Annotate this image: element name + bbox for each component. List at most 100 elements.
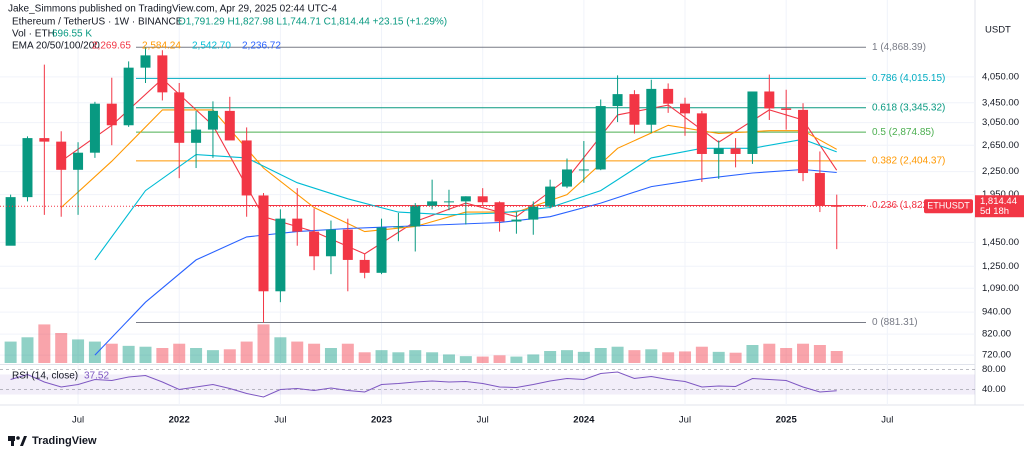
volume-bar — [763, 343, 776, 363]
plot: 1 (4,868.39) 0.786 (4,015.15) 0.618 (3,345… — [0, 0, 975, 405]
volume-bar — [780, 348, 793, 363]
x-tick-label: Jul — [477, 415, 489, 426]
candle-body — [393, 226, 404, 228]
volume-bar — [679, 351, 692, 363]
y-tick-label: 1,250.00 — [982, 261, 1019, 272]
candle-body — [747, 91, 758, 154]
volume-bar — [139, 346, 152, 363]
volume-bar — [712, 351, 725, 363]
volume-bar — [274, 337, 287, 363]
candle-body — [5, 197, 16, 246]
candle-body — [207, 110, 218, 130]
symbol: Ethereum / TetherUS · 1W · BINANCE — [12, 17, 183, 28]
fib-label: 0.786 (4,015.15) — [872, 73, 945, 84]
candle-body — [410, 205, 421, 227]
y-tick-label: 1,090.00 — [982, 283, 1019, 294]
volume-bar — [746, 345, 759, 363]
volume-bar — [223, 349, 236, 363]
candle-body — [39, 138, 50, 142]
x-tick-label: 2024 — [573, 415, 595, 426]
x-tick-label: Jul — [679, 415, 691, 426]
y-tick-label: 1,450.00 — [982, 237, 1019, 248]
volume-bar — [173, 343, 186, 363]
candle-body — [528, 206, 539, 220]
volume-bar — [459, 356, 472, 363]
volume-bar — [611, 346, 624, 363]
publisher: Jake_Simmons published on TradingView.co… — [8, 4, 337, 15]
candle-body — [309, 231, 320, 257]
candle-body — [140, 55, 151, 68]
x-tick-label: 2023 — [371, 415, 392, 426]
volume-bar — [830, 351, 843, 363]
volume-bar — [72, 339, 85, 363]
y-tick-label: 2,250.00 — [982, 166, 1019, 177]
volume-bar — [544, 351, 557, 363]
volume-bar — [577, 351, 590, 363]
volume-bar — [409, 350, 422, 363]
candle-body — [561, 169, 572, 187]
candle-body — [56, 141, 67, 170]
candle-body — [89, 103, 100, 153]
y-tick-label: 3,450.00 — [982, 97, 1019, 108]
ema-line — [94, 138, 837, 261]
y-tick-label: 2,650.00 — [982, 140, 1019, 151]
candle-body — [342, 229, 353, 260]
price-tag — [975, 195, 1024, 218]
volume-bar — [527, 354, 540, 363]
y-tick-label: 820.00 — [982, 329, 1011, 340]
candle-body — [460, 196, 471, 202]
ema-value: 2,269.65 — [92, 41, 131, 52]
volume-bar — [392, 352, 405, 363]
candle-body — [494, 202, 505, 222]
brand-logo — [8, 436, 27, 446]
volume-bar — [560, 350, 573, 363]
candle-body — [713, 148, 724, 154]
x-tick-label: Jul — [274, 415, 286, 426]
volume-bar — [645, 349, 658, 363]
candle-body — [191, 129, 202, 143]
candle-body — [157, 55, 168, 93]
candle-body — [814, 173, 825, 206]
volume-value: 696.55 K — [52, 29, 92, 40]
candle-body — [578, 169, 589, 171]
fib-label: 0.618 (3,345.32) — [872, 102, 945, 113]
volume-bar — [308, 343, 321, 363]
candle-body — [359, 259, 370, 273]
x-tick-label: 2022 — [169, 415, 190, 426]
volume-bar — [105, 343, 118, 363]
volume-bar — [628, 350, 641, 363]
x-tick-label: Jul — [72, 415, 84, 426]
candle-body — [612, 94, 623, 107]
volume-bar — [594, 348, 607, 363]
symbol-tag-text: ETHUSDT — [927, 201, 970, 211]
y-tick-label: 940.00 — [982, 307, 1011, 318]
volume-bar — [156, 348, 169, 363]
ema-line — [94, 168, 837, 356]
fib-label: 0 (881.31) — [872, 317, 918, 328]
candle-body — [831, 205, 842, 207]
candle-body — [443, 201, 454, 203]
brand: TradingView — [32, 435, 97, 447]
rsi-tick-label: 40.00 — [982, 384, 1006, 395]
y-tick-label: 720.00 — [982, 350, 1011, 361]
volume-bar — [729, 352, 742, 363]
volume-bar — [375, 350, 388, 363]
candle-body — [680, 103, 691, 114]
candle-body — [22, 138, 33, 198]
candle-body — [646, 88, 657, 125]
y-tick-label: 3,050.00 — [982, 117, 1019, 128]
volume-bar — [358, 352, 371, 363]
candle-body — [376, 227, 387, 273]
rsi-value: 37.52 — [84, 371, 109, 382]
ema-value: 2,584.24 — [142, 41, 181, 52]
candle-body — [174, 92, 185, 143]
candle-body — [545, 186, 556, 207]
volume-bar — [55, 333, 68, 363]
symbol-tag — [924, 199, 973, 214]
volume-bar — [493, 355, 506, 363]
rsi-line — [10, 371, 837, 398]
fib-label: 0.236 (1,822.26) — [872, 200, 945, 211]
x-tick-label: 2025 — [776, 415, 798, 426]
axis-unit: USDT — [985, 25, 1011, 36]
fib-label: 1 (4,868.39) — [872, 42, 926, 53]
